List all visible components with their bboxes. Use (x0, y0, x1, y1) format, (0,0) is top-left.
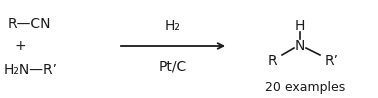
Text: Pt/C: Pt/C (159, 59, 187, 73)
Text: R: R (267, 54, 277, 68)
Text: N: N (295, 39, 305, 53)
Text: R—CN: R—CN (8, 17, 51, 31)
Text: +: + (14, 39, 26, 53)
Text: R’: R’ (325, 54, 339, 68)
Text: 20 examples: 20 examples (265, 82, 345, 94)
Text: H: H (295, 19, 305, 33)
Text: H₂N—R’: H₂N—R’ (4, 63, 58, 77)
Text: H₂: H₂ (165, 19, 181, 33)
